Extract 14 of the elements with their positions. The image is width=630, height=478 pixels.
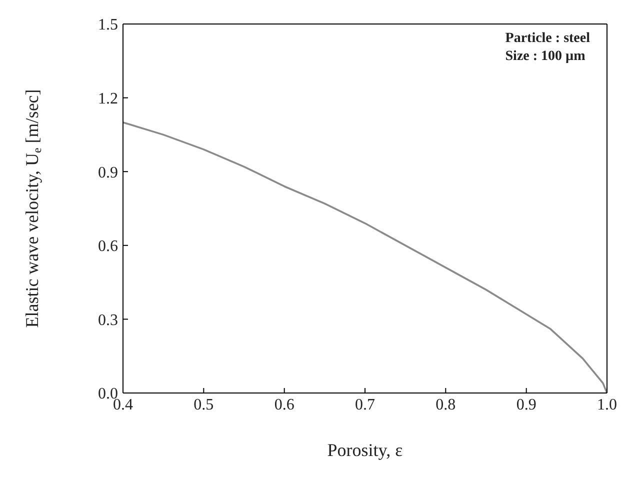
x-tick-label: 0.7 [355, 396, 375, 414]
y-tick-label: 0.6 [98, 238, 118, 256]
y-tick-label: 0.3 [98, 312, 118, 329]
y-tick-label: 1.5 [98, 16, 118, 34]
x-tick-label: 0.6 [274, 396, 294, 414]
annotation: Particle : steel [505, 30, 590, 48]
y-tick-label: 0.9 [98, 164, 118, 182]
x-tick-label: 0.9 [516, 396, 536, 414]
x-axis-title: Porosity, ε [327, 440, 404, 460]
x-tick-label: 0.5 [194, 396, 214, 414]
y-tick-label: 1.2 [98, 90, 118, 108]
x-tick-label: 1.0 [597, 396, 617, 414]
annotation: Size : 100 µm [505, 48, 586, 66]
x-tick-label: 0.8 [436, 396, 456, 414]
